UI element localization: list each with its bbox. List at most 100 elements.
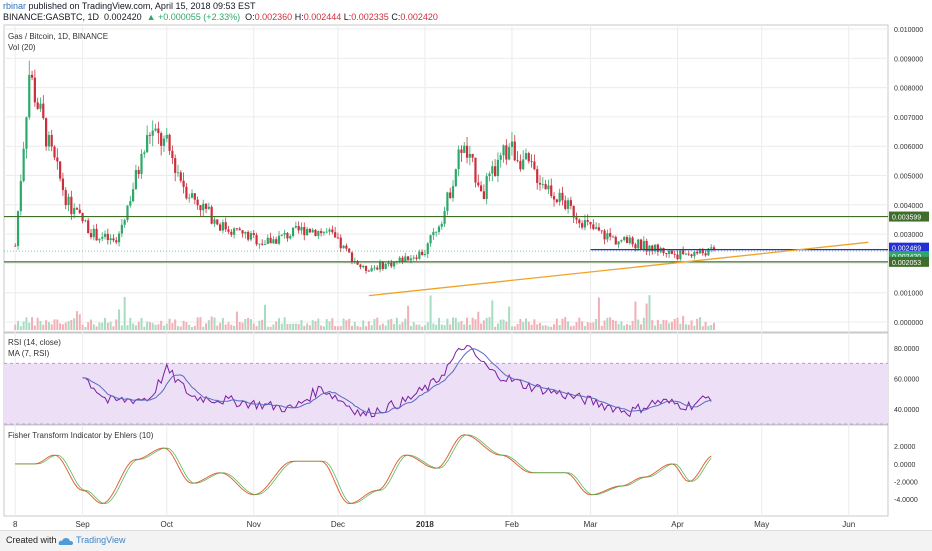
candle-body [14,245,17,247]
volume-bar [460,320,463,330]
rsi-ma-label: MA (7, RSI) [8,349,50,358]
volume-bar [59,323,62,330]
volume-bar [701,326,704,330]
volume-bar [634,301,637,330]
volume-bar [614,320,617,330]
volume-bar [362,320,365,330]
volume-bar [494,326,497,330]
price-level-label: 0.003599 [892,215,921,222]
volume-bar [322,326,325,330]
candle-body [56,157,59,162]
candle-body [662,247,665,254]
volume-bar [693,325,696,330]
volume-bar [381,323,384,330]
publish-text: published on TradingView.com, April 15, … [26,1,256,11]
candle-body [421,251,424,256]
candle-body [317,231,320,236]
candle-body [204,203,208,209]
price-level-tag [889,256,929,267]
candle-body [73,208,76,215]
candle-body [280,234,283,236]
volume-bar [31,317,34,330]
candle-body [597,227,601,231]
candle-body [283,232,286,235]
volume-bar [567,321,570,330]
candle-body [373,267,376,269]
volume-bar [485,317,488,330]
volume-bar [283,317,286,330]
volume-bar [171,323,174,330]
volume-bar [278,318,281,330]
candle-body [131,189,135,202]
price-y-tick-label: 0.003000 [894,232,923,239]
price-change: ▲ +0.000055 (+2.33%) [146,12,241,22]
volume-bar [379,325,382,330]
candle-body [499,155,502,160]
volume-bar [70,320,73,330]
candle-body [609,233,612,237]
candle-body [502,145,505,156]
high-value: 0.002444 [303,12,342,22]
candle-body [440,223,443,227]
candle-body [19,181,22,212]
volume-bar [297,324,300,330]
candle-body [207,206,210,209]
candle-body [305,229,309,236]
candle-body [628,237,631,244]
candle-body [673,253,676,255]
volume-bar [165,323,168,330]
candle-body [277,235,281,244]
symbol-info: BINANCE:GASBTC, 1D 0.002420 ▲ +0.000055 … [3,12,438,22]
candle-body [78,209,81,213]
volume-bar [662,319,665,330]
candle-body [103,233,107,237]
candle-body [508,147,511,160]
candle-body [623,237,626,241]
rsi-y-tick-label: 80.0000 [894,346,919,353]
price-y-tick-label: 0.005000 [894,174,923,181]
candle-body [359,264,362,268]
candle-body [595,227,598,229]
candle-body [378,262,382,270]
volume-bar [376,317,379,330]
x-tick-label: Jun [842,520,855,529]
rsi-y-tick-label: 60.0000 [894,377,919,384]
candle-body [106,233,109,241]
volume-bar [308,325,311,330]
volume-bar [56,319,59,330]
candle-body [572,205,575,218]
volume-bar [89,319,92,330]
volume-bar [191,326,194,330]
volume-bar [101,322,104,330]
candle-body [634,244,637,249]
chart-svg[interactable]: 8 Sep Oct Nov Dec 2018 Feb Mar Apr May Jun 0.010000… [0,0,932,530]
candle-body [286,232,289,239]
tradingview-brand[interactable]: TradingView [76,535,126,545]
open-label: O: [245,12,255,22]
volume-bar [123,296,126,330]
rsi-ma-line [82,348,712,415]
candle-body [230,231,233,235]
volume-bar [710,324,713,330]
volume-bar [292,323,295,330]
publish-info: rbinar published on TradingView.com, Apr… [3,1,256,11]
volume-bar [561,318,564,330]
candle-body [541,183,544,185]
volume-bar [606,317,609,330]
candle-body [134,169,137,190]
volume-bar [533,319,536,330]
volume-bar [342,318,345,330]
volume-bar [272,324,275,330]
candle-body [190,193,194,198]
candle-body [249,233,253,240]
candle-body [224,222,227,230]
volume-bar [474,319,477,330]
volume-bar [115,319,118,330]
author-link[interactable]: rbinar [3,1,27,11]
volume-bar [22,321,25,330]
candle-body [522,159,525,170]
rsi-band-fill [4,363,888,424]
volume-bar [539,322,542,330]
volume-bar [623,325,626,330]
candle-body [342,245,345,249]
